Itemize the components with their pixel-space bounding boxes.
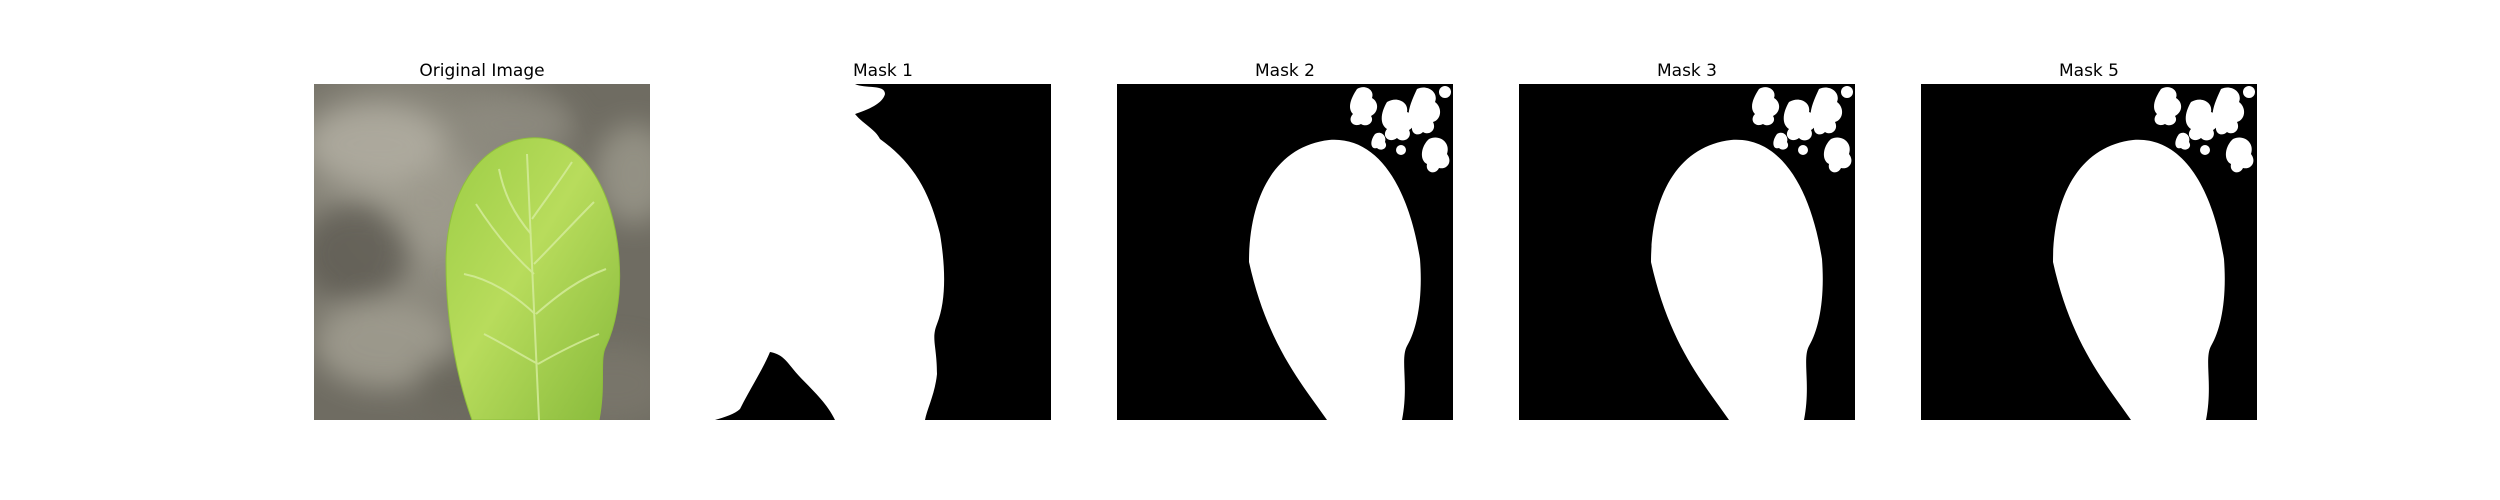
original-leaf-photo [314, 84, 650, 420]
panel-title: Mask 1 [852, 61, 913, 81]
mask-3-image [1519, 84, 1855, 420]
panel-title: Mask 5 [2058, 61, 2119, 81]
mask-2-image [1117, 84, 1453, 420]
panel-title: Mask 2 [1254, 61, 1315, 81]
mask-5-image [1921, 84, 2257, 420]
panel-title: Mask 3 [1656, 61, 1717, 81]
mask-1-image [715, 84, 1051, 420]
panel-title: Original Image [419, 61, 545, 81]
